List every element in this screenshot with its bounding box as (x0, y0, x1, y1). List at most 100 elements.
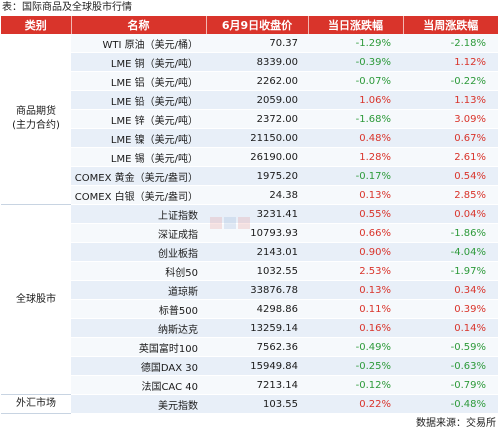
row-name: WTI 原油（美元/桶） (71, 34, 206, 53)
row-day-change: -0.25% (308, 356, 403, 376)
table-row: 商品期货 (主力合约) WTI 原油（美元/桶） 70.37 -1.29% -2.18% (1, 34, 498, 205)
row-day-change: -0.39% (308, 52, 403, 72)
row-day-change: 0.55% (308, 204, 403, 224)
row-week-change: 2.85% (403, 185, 498, 205)
row-name: LME 铅（美元/吨） (71, 90, 206, 110)
row-close-price: 15949.84 (206, 356, 308, 376)
table-row: 科创50 1032.55 2.53% -1.97% (1, 261, 498, 281)
row-name: 美元指数 (71, 394, 206, 414)
row-week-change: -2.18% (403, 34, 498, 53)
header-category: 类别 (1, 16, 72, 34)
row-close-price: 24.38 (206, 185, 308, 205)
table-row: 标普500 4298.86 0.11% 0.39% (1, 299, 498, 319)
row-name: COMEX 黄金（美元/盎司） (71, 166, 206, 186)
row-day-change: 0.66% (308, 223, 403, 243)
category-stocks: 全球股市 (1, 204, 71, 395)
table-row: LME 铜（美元/吨） 8339.00 -0.39% 1.12% (1, 52, 498, 72)
row-close-price: 1975.20 (206, 166, 308, 186)
table-row: 纳斯达克 13259.14 0.16% 0.14% (1, 318, 498, 338)
table-row: 深证成指 10793.93 0.66% -1.86% (1, 223, 498, 243)
row-name: 德国DAX 30 (71, 356, 206, 376)
row-close-price: 70.37 (206, 34, 308, 53)
market-table: 类别 名称 6月9日收盘价 当日涨跌幅 当周涨跌幅 商品期货 (主力合约) WTI… (1, 16, 498, 414)
row-close-price: 7562.36 (206, 337, 308, 357)
row-close-price: 8339.00 (206, 52, 308, 72)
row-close-price: 3231.41 (206, 204, 308, 224)
table-row: 德国DAX 30 15949.84 -0.25% -0.63% (1, 356, 498, 376)
row-name: LME 锌（美元/吨） (71, 109, 206, 129)
table-row: LME 镍（美元/吨） 21150.00 0.48% 0.67% (1, 128, 498, 148)
row-day-change: 1.06% (308, 90, 403, 110)
category-commodities: 商品期货 (主力合约) (1, 34, 71, 205)
row-day-change: 1.28% (308, 147, 403, 167)
header-row: 类别 名称 6月9日收盘价 当日涨跌幅 当周涨跌幅 (1, 16, 498, 34)
table-row: LME 锌（美元/吨） 2372.00 -1.68% 3.09% (1, 109, 498, 129)
row-close-price: 103.55 (206, 394, 308, 414)
row-name: 纳斯达克 (71, 318, 206, 338)
row-day-change: 0.13% (308, 185, 403, 205)
row-day-change: -0.07% (308, 71, 403, 91)
row-week-change: -0.22% (403, 71, 498, 91)
row-name: 标普500 (71, 299, 206, 319)
row-close-price: 4298.86 (206, 299, 308, 319)
category-fx: 外汇市场 (1, 394, 71, 414)
row-day-change: -1.68% (308, 109, 403, 129)
row-week-change: -1.97% (403, 261, 498, 281)
row-week-change: -4.04% (403, 242, 498, 262)
row-week-change: 0.54% (403, 166, 498, 186)
data-source: 数据来源：交易所 (416, 418, 496, 429)
row-day-change: 0.11% (308, 299, 403, 319)
row-name: COMEX 白银（美元/盎司） (71, 185, 206, 205)
row-close-price: 13259.14 (206, 318, 308, 338)
row-day-change: 0.13% (308, 280, 403, 300)
row-close-price: 2372.00 (206, 109, 308, 129)
row-name: LME 铜（美元/吨） (71, 52, 206, 72)
table-row: 英国富时100 7562.36 -0.49% -0.59% (1, 337, 498, 357)
row-name: 上证指数 (71, 204, 206, 224)
row-week-change: 1.13% (403, 90, 498, 110)
row-close-price: 10793.93 (206, 223, 308, 243)
row-week-change: 0.04% (403, 204, 498, 224)
row-day-change: -0.12% (308, 375, 403, 395)
row-day-change: 0.22% (308, 394, 403, 414)
row-week-change: -1.86% (403, 223, 498, 243)
table-row: 外汇市场 美元指数 103.55 0.22% -0.48% (1, 394, 498, 414)
header-day-change: 当日涨跌幅 (308, 16, 404, 34)
row-week-change: -0.48% (403, 394, 498, 414)
row-week-change: 0.14% (403, 318, 498, 338)
row-close-price: 33876.78 (206, 280, 308, 300)
row-week-change: 0.34% (403, 280, 498, 300)
row-name: 创业板指 (71, 242, 206, 262)
table-row: LME 铝（美元/吨） 2262.00 -0.07% -0.22% (1, 71, 498, 91)
row-name: 法国CAC 40 (71, 375, 206, 395)
table-row: COMEX 黄金（美元/盎司） 1975.20 -0.17% 0.54% (1, 166, 498, 186)
row-week-change: 0.39% (403, 299, 498, 319)
row-close-price: 21150.00 (206, 128, 308, 148)
watermark-logo (210, 217, 250, 229)
row-day-change: 0.16% (308, 318, 403, 338)
row-name: 科创50 (71, 261, 206, 281)
table-row: COMEX 白银（美元/盎司） 24.38 0.13% 2.85% (1, 185, 498, 205)
row-week-change: 0.67% (403, 128, 498, 148)
header-name: 名称 (71, 16, 207, 34)
table-row: 创业板指 2143.01 0.90% -4.04% (1, 242, 498, 262)
row-name: 深证成指 (71, 223, 206, 243)
row-day-change: -0.49% (308, 337, 403, 357)
row-day-change: -0.17% (308, 166, 403, 186)
table-row: 全球股市 上证指数 3231.41 0.55% 0.04% (1, 204, 498, 395)
row-name: 道琼斯 (71, 280, 206, 300)
row-week-change: 3.09% (403, 109, 498, 129)
row-day-change: -1.29% (308, 34, 403, 53)
row-name: LME 镍（美元/吨） (71, 128, 206, 148)
row-close-price: 1032.55 (206, 261, 308, 281)
row-day-change: 2.53% (308, 261, 403, 281)
row-close-price: 26190.00 (206, 147, 308, 167)
row-day-change: 0.48% (308, 128, 403, 148)
row-week-change: 2.61% (403, 147, 498, 167)
row-close-price: 2143.01 (206, 242, 308, 262)
table-row: LME 铅（美元/吨） 2059.00 1.06% 1.13% (1, 90, 498, 110)
table-row: LME 锡（美元/吨） 26190.00 1.28% 2.61% (1, 147, 498, 167)
row-close-price: 2059.00 (206, 90, 308, 110)
row-close-price: 2262.00 (206, 71, 308, 91)
row-close-price: 7213.14 (206, 375, 308, 395)
